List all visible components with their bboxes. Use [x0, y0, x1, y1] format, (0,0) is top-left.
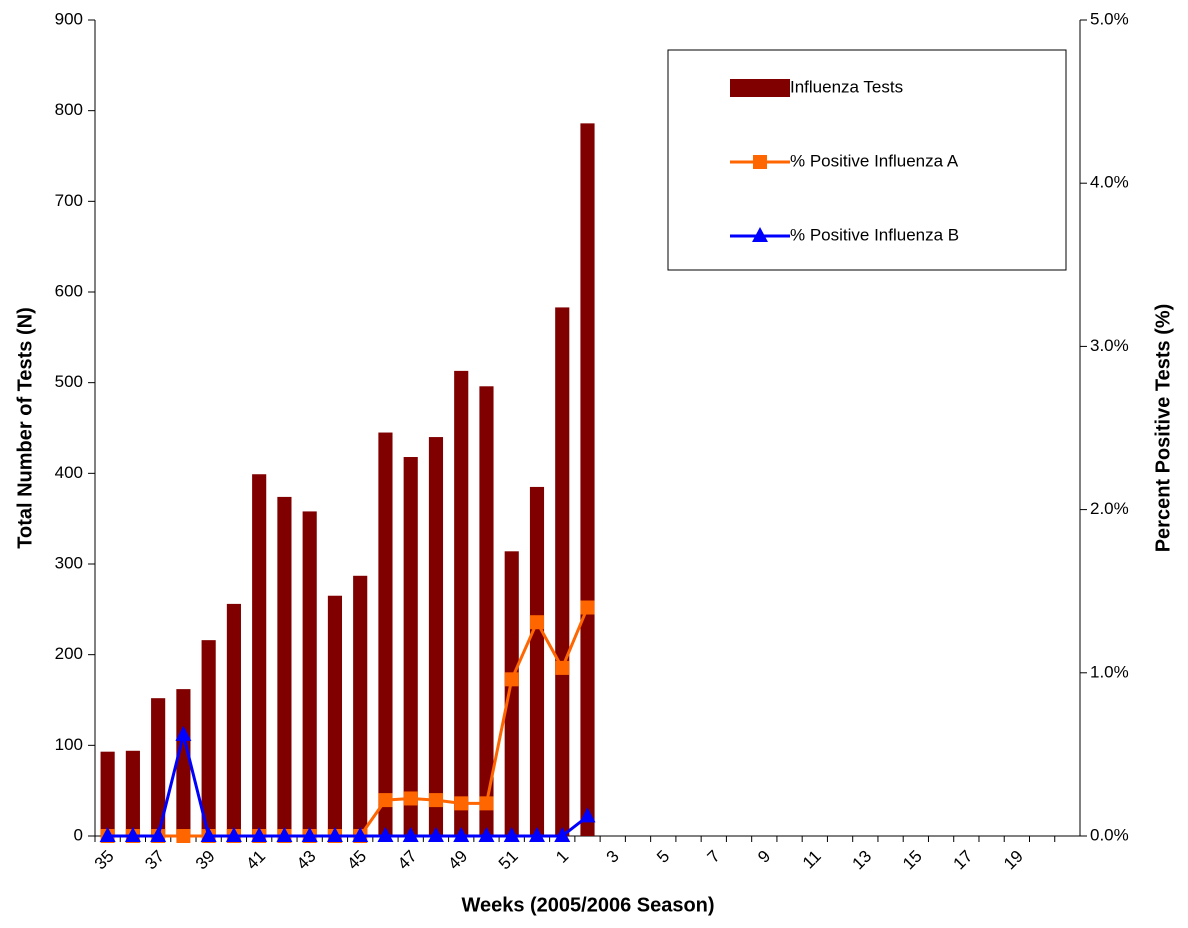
bar [479, 386, 494, 836]
marker [251, 827, 268, 842]
bar [428, 437, 444, 836]
bar [378, 432, 393, 836]
bar [252, 474, 267, 836]
y-tick-label: 800 [55, 100, 83, 119]
y2-tick-label: 3.0% [1090, 336, 1129, 355]
marker [503, 827, 520, 842]
marker [276, 827, 293, 842]
marker [176, 829, 191, 843]
x-axis-title: Weeks (2005/2006 Season) [461, 894, 714, 916]
y2-tick-label: 0.0% [1090, 825, 1129, 844]
x-tick-label: 35 [91, 847, 118, 874]
x-tick-label: 51 [495, 847, 522, 874]
y-tick-label: 900 [55, 9, 83, 28]
marker [377, 827, 394, 842]
marker [403, 791, 418, 806]
bar [403, 457, 418, 836]
marker [99, 827, 116, 842]
y-tick-label: 500 [55, 372, 83, 391]
marker [554, 827, 571, 842]
marker [454, 796, 469, 811]
bar [580, 123, 595, 837]
bar [353, 575, 368, 836]
x-tick-label: 15 [899, 847, 926, 874]
marker [402, 827, 419, 842]
marker [529, 615, 544, 630]
x-tick-label: 43 [293, 847, 320, 874]
x-tick-label: 11 [799, 847, 825, 873]
legend-swatch [730, 79, 790, 97]
x-tick-label: 39 [192, 847, 219, 874]
y-tick-label: 400 [55, 463, 83, 482]
marker [555, 660, 570, 675]
y-tick-label: 200 [55, 644, 83, 663]
bar [504, 551, 519, 836]
marker [175, 725, 192, 741]
bar [151, 698, 166, 836]
marker [528, 827, 545, 842]
marker [352, 827, 369, 842]
bar [201, 640, 216, 836]
marker [427, 827, 444, 842]
legend-label: % Positive Influenza B [790, 225, 959, 244]
marker [753, 155, 767, 169]
x-tick-label: 37 [141, 847, 168, 874]
x-tick-label: 7 [704, 847, 724, 867]
bar [277, 496, 292, 836]
marker [200, 827, 217, 842]
y-tick-label: 300 [55, 553, 83, 572]
y2-tick-label: 4.0% [1090, 173, 1129, 192]
y-tick-label: 100 [55, 735, 83, 754]
marker [752, 227, 768, 242]
legend-label: Influenza Tests [790, 77, 903, 96]
marker [453, 827, 470, 842]
legend-label: % Positive Influenza A [790, 151, 959, 170]
x-tick-label: 13 [849, 847, 876, 874]
y-axis-title: Total Number of Tests (N) [14, 307, 36, 548]
marker [428, 793, 443, 808]
marker [580, 600, 595, 615]
y2-tick-label: 5.0% [1090, 9, 1129, 28]
marker [478, 827, 495, 842]
x-tick-label: 5 [653, 847, 673, 867]
marker [479, 796, 494, 811]
y-tick-label: 0 [74, 825, 83, 844]
marker [504, 672, 519, 687]
bar [176, 689, 191, 836]
marker [378, 793, 393, 808]
x-tick-label: 9 [754, 847, 774, 867]
legend: Influenza Tests % Positive Influenza A % P… [667, 49, 1067, 271]
bar [302, 511, 317, 836]
bar [555, 307, 570, 836]
marker [225, 827, 242, 842]
y2-tick-label: 1.0% [1090, 662, 1129, 681]
y2-axis-title: Percent Positive Tests (%) [1152, 304, 1174, 553]
bar [100, 751, 115, 836]
marker [326, 827, 343, 842]
x-tick-label: 1 [552, 847, 572, 867]
x-tick-label: 47 [394, 847, 421, 874]
marker [124, 827, 141, 842]
x-tick-label: 45 [343, 847, 370, 874]
bar [327, 595, 343, 836]
marker [579, 807, 596, 823]
x-tick-label: 19 [1000, 847, 1027, 874]
x-tick-label: 49 [444, 847, 471, 874]
y-tick-label: 600 [55, 281, 83, 300]
bar [454, 370, 469, 836]
bar [125, 750, 140, 836]
x-tick-label: 3 [603, 847, 623, 867]
x-tick-label: 41 [242, 847, 269, 874]
y2-tick-label: 2.0% [1090, 499, 1129, 518]
bar [529, 486, 545, 836]
marker [150, 827, 167, 842]
y-tick-label: 700 [55, 191, 83, 210]
bar [226, 603, 241, 836]
x-tick-label: 17 [950, 847, 977, 874]
marker [301, 827, 318, 842]
